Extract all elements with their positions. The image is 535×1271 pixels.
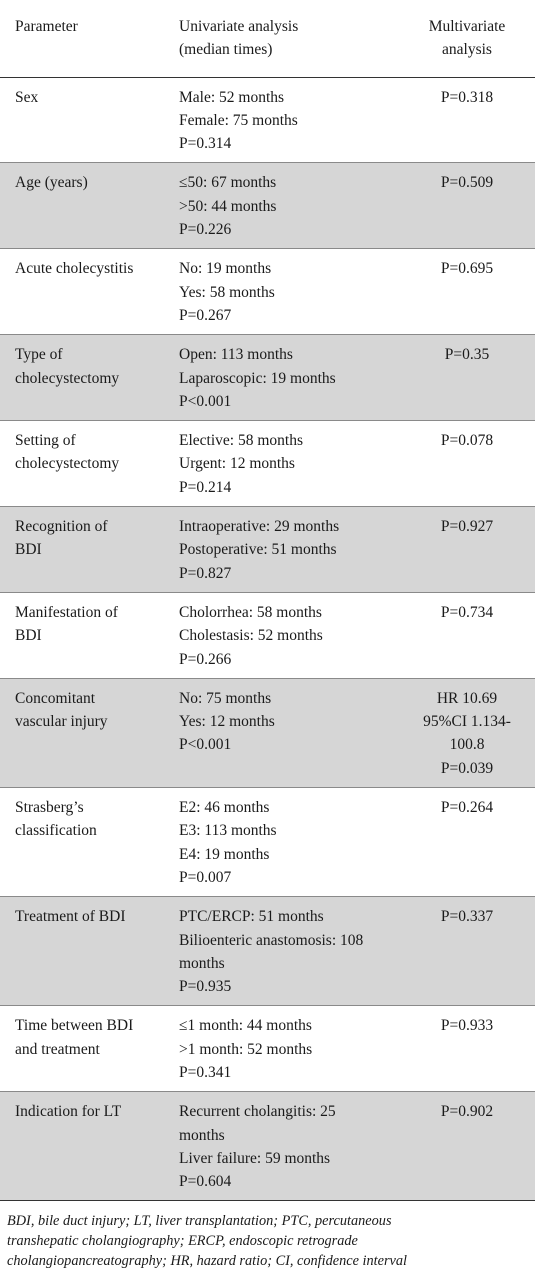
cell-multi: P=0.933 — [440, 1017, 494, 1035]
cell-multi: P=0.35 — [399, 334, 535, 421]
table-row: Manifestation of BDI Cholorrhea: 58 months… — [0, 592, 535, 679]
cell-multi: P=0.734 — [440, 603, 494, 621]
cell-univariate: E2: 46 months E3: 113 months E4: 19 months… — [179, 799, 277, 886]
cell-univariate: ≤50: 67 months >50: 44 months P=0.226 — [164, 162, 399, 249]
cell-multi: P=0.695 — [440, 260, 494, 278]
cell-parameter: Recognition of BDI — [0, 506, 164, 593]
cell-parameter: Age (years) — [0, 162, 164, 249]
survival-analysis-table: Parameter Univariate analysis (median ti… — [0, 0, 535, 1201]
cell-multi: P=0.318 — [440, 88, 494, 106]
header-multivariate: Multivariate analysis — [428, 18, 506, 59]
cell-univariate: Recurrent cholangitis: 25 months Liver fai… — [164, 1091, 399, 1201]
table-row: Treatment of BDI PTC/ERCP: 51 months Bilio… — [0, 896, 535, 1006]
table-row: Time between BDI and treatment ≤1 month: 4… — [0, 1006, 535, 1092]
table-row: Acute cholecystitis No: 19 months Yes: 58 … — [0, 249, 535, 335]
cell-multi: P=0.264 — [440, 799, 494, 817]
cell-univariate: Cholorrhea: 58 months Cholestasis: 52 mon… — [179, 603, 323, 668]
table-header-row: Parameter Univariate analysis (median ti… — [0, 0, 535, 78]
cell-parameter: Concomitant vascular injury — [0, 678, 164, 788]
table-row: Setting of cholecystectomy Elective: 58 mo… — [0, 421, 535, 507]
cell-univariate: Elective: 58 months Urgent: 12 months P=0.… — [179, 432, 303, 496]
cell-multi: P=0.902 — [399, 1091, 535, 1201]
table-row: Type of cholecystectomy Open: 113 months La… — [0, 334, 535, 421]
cell-univariate: Open: 113 months Laparoscopic: 19 months P… — [164, 334, 399, 421]
cell-parameter: Indication for LT — [0, 1091, 164, 1201]
cell-univariate: No: 75 months Yes: 12 months P<0.001 — [164, 678, 399, 788]
table-footnote: BDI, bile duct injury; LT, liver transpl… — [7, 1213, 407, 1269]
cell-multi: HR 10.69 95%CI 1.134- 100.8 P=0.039 — [399, 678, 535, 788]
header-univariate: Univariate analysis (median times) — [179, 18, 299, 59]
cell-univariate: Male: 52 months Female: 75 months P=0.314 — [179, 88, 298, 153]
cell-univariate: No: 19 months Yes: 58 months P=0.267 — [179, 260, 275, 324]
cell-parameter: Manifestation of BDI — [15, 603, 118, 645]
table-row: Indication for LT Recurrent cholangitis: … — [0, 1091, 535, 1201]
cell-parameter: Treatment of BDI — [0, 896, 164, 1006]
cell-parameter: Setting of cholecystectomy — [15, 432, 120, 473]
table-row: Strasberg’s classification E2: 46 months E3… — [0, 788, 535, 897]
cell-univariate: ≤1 month: 44 months >1 month: 52 months P=… — [179, 1017, 313, 1081]
cell-multi: P=0.337 — [399, 896, 535, 1006]
table-row: Recognition of BDI Intraoperative: 29 mont… — [0, 506, 535, 593]
table-row: Concomitant vascular injury No: 75 months Y… — [0, 678, 535, 788]
cell-parameter: Strasberg’s classification — [15, 799, 97, 840]
cell-parameter: Acute cholecystitis — [15, 260, 134, 278]
cell-multi: P=0.078 — [440, 432, 494, 450]
table-row: Age (years) ≤50: 67 months >50: 44 months P… — [0, 162, 535, 249]
table-row: Sex Male: 52 months Female: 75 months P=0.3… — [0, 77, 535, 163]
cell-univariate: Intraoperative: 29 months Postoperative: … — [164, 506, 399, 593]
cell-multi: P=0.927 — [399, 506, 535, 593]
cell-parameter: Sex — [15, 88, 39, 106]
cell-multi: P=0.509 — [399, 162, 535, 249]
cell-parameter: Time between BDI and treatment — [15, 1017, 134, 1058]
cell-parameter: Type of cholecystectomy — [0, 334, 164, 421]
cell-univariate: PTC/ERCP: 51 months Bilioenteric anastomo… — [164, 896, 399, 1006]
header-parameter: Parameter — [15, 18, 78, 35]
